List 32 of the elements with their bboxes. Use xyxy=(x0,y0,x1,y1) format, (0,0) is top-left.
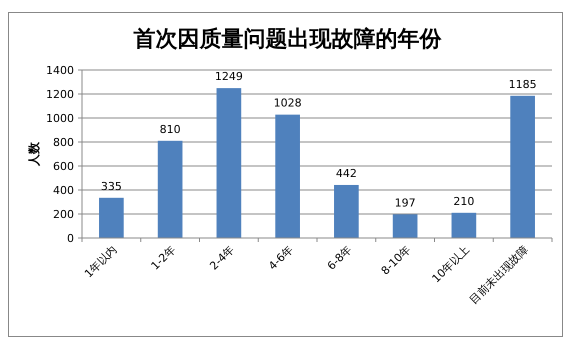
bar xyxy=(99,198,124,238)
bar xyxy=(452,212,476,238)
x-tick-label: 1年以内 xyxy=(82,242,120,280)
bar xyxy=(510,96,535,238)
y-tick-label: 400 xyxy=(53,184,74,197)
x-tick-label: 6-8年 xyxy=(324,242,354,273)
bar xyxy=(334,184,359,238)
bar xyxy=(158,140,182,238)
bar xyxy=(216,88,242,238)
data-label: 210 xyxy=(453,194,474,208)
y-tick-label: 200 xyxy=(53,208,74,221)
bar xyxy=(275,114,300,238)
y-tick-label: 800 xyxy=(53,136,74,149)
y-tick-label: 1200 xyxy=(46,88,74,101)
y-tick-label: 1400 xyxy=(46,64,74,77)
y-tick-label: 1000 xyxy=(46,112,74,125)
data-label: 442 xyxy=(336,166,357,180)
x-tick-label: 4-6年 xyxy=(266,242,296,273)
y-tick-label: 600 xyxy=(53,160,74,173)
x-tick-label: 1-2年 xyxy=(148,242,178,273)
chart-title: 首次因质量问题出现故障的年份 xyxy=(132,26,442,52)
x-tick-label: 10年以上 xyxy=(430,242,472,286)
data-label: 1028 xyxy=(274,96,302,110)
data-label: 1249 xyxy=(214,70,243,84)
data-label: 335 xyxy=(100,180,122,193)
y-axis-title: 人数 xyxy=(27,141,41,167)
data-label: 197 xyxy=(394,196,416,210)
data-label: 810 xyxy=(160,122,181,136)
data-label: 1185 xyxy=(508,78,537,91)
y-tick-label: 0 xyxy=(67,232,74,245)
bar xyxy=(392,214,418,238)
x-tick-label: 2-4年 xyxy=(207,242,237,273)
